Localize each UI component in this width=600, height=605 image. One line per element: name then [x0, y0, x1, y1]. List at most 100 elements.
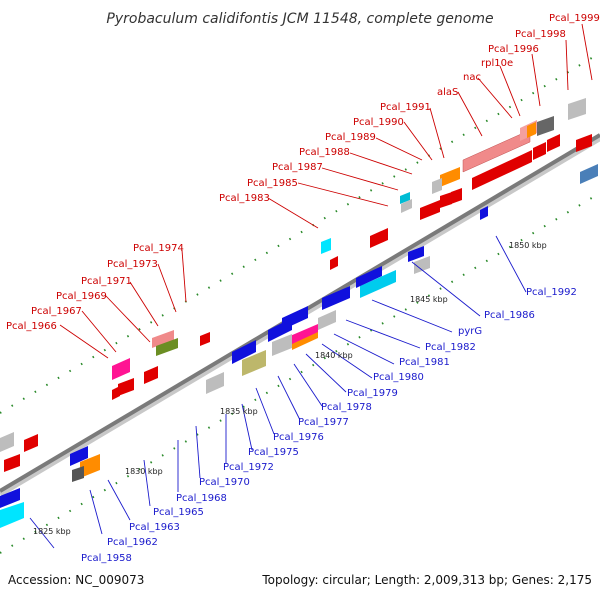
gene-feature-red-6 [440, 192, 452, 208]
gene-label[interactable]: nac [463, 72, 481, 83]
gene-label[interactable]: Pcal_1967 [31, 306, 82, 317]
gene-label[interactable]: pyrG [458, 326, 482, 337]
gene-feature-blue-6 [408, 246, 424, 262]
gene-feature-red-15 [4, 454, 20, 472]
gene-label[interactable]: Pcal_1985 [247, 178, 298, 189]
gene-label[interactable]: Pcal_1983 [219, 193, 270, 204]
gene-feature-red-8 [370, 228, 388, 248]
gene-label[interactable]: Pcal_1990 [353, 117, 404, 128]
gene-feature-grey-7 [318, 310, 336, 330]
gene-feature-cyan-4 [0, 502, 24, 528]
lower-gene-labels: Pcal_1958 Pcal_1962 Pcal_1963 Pcal_1965 … [81, 287, 577, 564]
gene-feature-grey-10 [72, 466, 84, 482]
gene-feature-red-12 [112, 386, 120, 400]
gene-feature-blue-7 [70, 446, 88, 466]
gene-label[interactable]: Pcal_1996 [488, 44, 539, 55]
gene-feature-khaki [242, 350, 266, 376]
gene-label[interactable]: Pcal_1981 [399, 357, 450, 368]
gene-feature-grey-8 [206, 372, 224, 394]
gene-feature-grey-2 [568, 98, 586, 120]
scale-label: 1840 kbp [315, 351, 353, 360]
gene-feature-orange-3 [292, 332, 318, 350]
gene-feature-orange-2 [440, 167, 460, 187]
reverse-strand-features [0, 206, 488, 528]
gene-label[interactable]: Pcal_1980 [373, 372, 424, 383]
gene-label[interactable]: Pcal_1965 [153, 507, 204, 518]
gene-feature-red-7 [451, 188, 462, 204]
scale-label: 1835 kbp [220, 407, 258, 416]
gene-feature-blue-5 [232, 340, 256, 364]
gene-label[interactable]: Pcal_1969 [56, 291, 107, 302]
gene-feature-blue-2 [322, 286, 350, 310]
gene-feature-steelblue [580, 164, 598, 184]
gene-label[interactable]: Pcal_1977 [298, 417, 349, 428]
gene-feature-pink-2 [290, 324, 318, 346]
gene-label[interactable]: Pcal_1974 [133, 243, 184, 254]
topology-summary: Topology: circular; Length: 2,009,313 bp… [261, 573, 592, 587]
gene-label[interactable]: Pcal_1976 [273, 432, 324, 443]
gene-label[interactable]: Pcal_1982 [425, 342, 476, 353]
gene-feature-blue-4 [268, 318, 292, 342]
forward-strand-features [0, 98, 598, 472]
gene-label[interactable]: Pcal_1971 [81, 276, 132, 287]
gene-feature-orange-4 [80, 454, 100, 478]
gene-label[interactable]: Pcal_1991 [380, 102, 431, 113]
gene-label[interactable]: Pcal_1987 [272, 162, 323, 173]
gene-label[interactable]: alaS [437, 87, 458, 98]
gene-label[interactable]: Pcal_1975 [248, 447, 299, 458]
gene-label[interactable]: Pcal_1968 [176, 493, 227, 504]
genome-title: Pyrobaculum calidifontis JCM 11548, comp… [106, 11, 493, 27]
gene-feature-red-11 [118, 378, 134, 396]
gene-feature-red-4 [576, 134, 592, 152]
gene-label[interactable]: Pcal_1962 [107, 537, 158, 548]
gene-label[interactable]: Pcal_1979 [347, 388, 398, 399]
gene-feature-olive [156, 338, 178, 356]
gene-feature-red-10 [144, 366, 158, 384]
gene-label[interactable]: Pcal_1963 [129, 522, 180, 533]
gene-label[interactable]: Pcal_1978 [321, 402, 372, 413]
gene-feature-red-5 [420, 200, 440, 220]
gene-feature-cyan-3 [360, 270, 396, 298]
gene-feature-cyan-2 [321, 238, 331, 254]
gene-feature-red-14 [24, 434, 38, 452]
gene-label[interactable]: Pcal_1992 [526, 287, 577, 298]
gene-label[interactable]: Pcal_1966 [6, 321, 57, 332]
gene-label[interactable]: Pcal_1999 [549, 13, 600, 24]
gene-label[interactable]: Pcal_1989 [325, 132, 376, 143]
scale-label: 1845 kbp [410, 295, 448, 304]
gene-feature-grey-4 [401, 199, 412, 213]
gene-feature-grey-3 [432, 178, 442, 194]
gene-feature-grey-6 [272, 334, 292, 356]
leader-lines [29, 23, 593, 549]
gene-feature-pink [112, 358, 130, 380]
gene-label[interactable]: Pcal_1998 [515, 29, 566, 40]
upper-dotted-track [0, 52, 600, 414]
gene-label[interactable]: Pcal_1958 [81, 553, 132, 564]
gene-feature-grey [537, 116, 554, 136]
gene-feature-alaS [462, 129, 531, 173]
gene-label[interactable]: Pcal_1988 [299, 147, 350, 158]
gene-feature-red-2 [533, 142, 546, 160]
gene-feature-salmon [152, 330, 174, 348]
gene-label[interactable]: Pcal_1972 [223, 462, 274, 473]
gene-label[interactable]: rpl10e [481, 58, 513, 69]
gene-feature-grey-9 [414, 256, 430, 274]
gene-feature-blue-1 [356, 266, 382, 288]
scale-labels: 1825 kbp 1830 kbp 1835 kbp 1840 kbp 1845… [33, 241, 547, 536]
gene-feature-cyan [400, 192, 410, 204]
gene-label[interactable]: Pcal_1970 [199, 477, 250, 488]
gene-feature-red-9 [330, 256, 338, 270]
scale-label: 1825 kbp [33, 527, 71, 536]
gene-feature-red-13 [200, 332, 210, 346]
upper-gene-labels: Pcal_1966 Pcal_1967 Pcal_1969 Pcal_1971 … [6, 13, 600, 332]
gene-label[interactable]: Pcal_1986 [484, 310, 535, 321]
gene-feature-red-1 [472, 150, 532, 190]
gene-feature-red-3 [547, 134, 560, 152]
gene-feature-blue-8 [0, 488, 20, 508]
scale-label: 1850 kbp [509, 241, 547, 250]
gene-feature-grey-5 [0, 432, 14, 452]
gene-label[interactable]: Pcal_1973 [107, 259, 158, 270]
scale-label: 1830 kbp [125, 467, 163, 476]
